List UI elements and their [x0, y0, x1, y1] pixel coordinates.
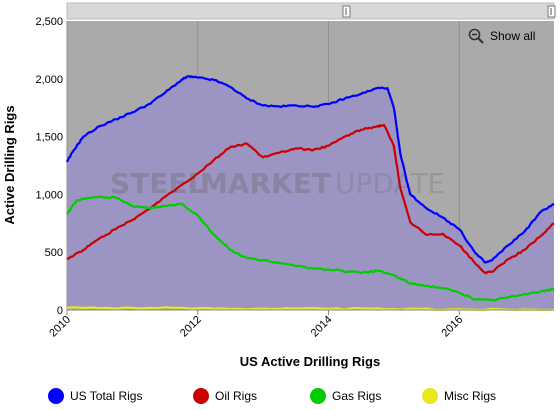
series-lines	[65, 75, 555, 312]
legend: US Total Rigs Oil Rigs Gas Rigs Misc Rig…	[0, 388, 560, 410]
legend-swatch-icon	[193, 388, 209, 404]
watermark-brand: STEEL	[110, 167, 206, 200]
area-fill	[67, 76, 554, 310]
legend-item-misc-rigs[interactable]: Misc Rigs	[422, 388, 496, 404]
legend-swatch-icon	[422, 388, 438, 404]
navigator-bar[interactable]	[66, 2, 555, 20]
y-axis-title: Active Drilling Rigs	[2, 105, 17, 224]
x-axis-title: US Active Drilling Rigs	[240, 354, 380, 369]
y-tick-label: 2,000	[35, 74, 63, 86]
legend-item-gas-rigs[interactable]: Gas Rigs	[310, 388, 381, 404]
legend-label: Gas Rigs	[332, 389, 382, 403]
x-tick-label: 2012	[178, 314, 204, 340]
y-tick-label: 500	[45, 247, 63, 259]
legend-label: Misc Rigs	[444, 389, 497, 403]
show-all-button[interactable]: Show all	[468, 28, 535, 44]
x-tick-label: 2014	[309, 314, 335, 340]
show-all-label: Show all	[490, 29, 536, 43]
x-tick-label: 2010	[47, 314, 73, 340]
series-line-misc-rigs	[66, 306, 555, 312]
series-line-gas-rigs	[66, 195, 555, 302]
legend-label: US Total Rigs	[70, 389, 143, 403]
total-area	[67, 76, 554, 310]
y-axis-ticks: 0 500 1,000 1,500 2,000 2,500	[35, 16, 63, 317]
y-tick-label: 2,500	[35, 16, 63, 28]
watermark: STEEL MARKET UPDATE	[110, 167, 445, 200]
series-line-oil-rigs	[66, 123, 555, 275]
series-line-us-total-rigs	[65, 75, 555, 264]
x-axis-ticks: 2010 2012 2014 2016	[47, 310, 465, 339]
legend-swatch-icon	[48, 388, 64, 404]
legend-item-oil-rigs[interactable]: Oil Rigs	[193, 388, 257, 404]
y-tick-label: 1,000	[35, 189, 63, 201]
y-tick-label: 1,500	[35, 132, 63, 144]
watermark-brand2: MARKET	[200, 167, 331, 200]
y-tick-label: 0	[57, 305, 63, 317]
watermark-brand3: UPDATE	[335, 167, 445, 200]
zoom-out-icon	[468, 28, 484, 44]
legend-label: Oil Rigs	[215, 389, 258, 403]
legend-swatch-icon	[310, 388, 326, 404]
x-tick-label: 2016	[440, 314, 466, 340]
legend-item-us-total-rigs[interactable]: US Total Rigs	[48, 388, 142, 404]
